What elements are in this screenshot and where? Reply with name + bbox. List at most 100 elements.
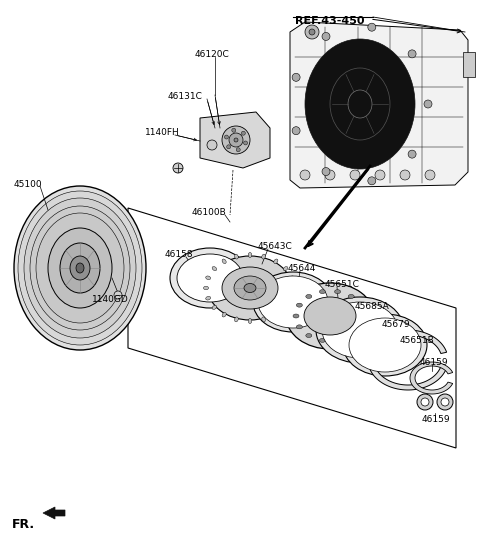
Ellipse shape: [48, 228, 112, 308]
Ellipse shape: [70, 256, 90, 280]
Ellipse shape: [222, 267, 278, 309]
Ellipse shape: [289, 276, 294, 280]
Polygon shape: [410, 362, 453, 394]
Circle shape: [243, 141, 248, 145]
Text: 46159: 46159: [422, 415, 451, 424]
Ellipse shape: [248, 253, 252, 258]
Ellipse shape: [335, 338, 341, 342]
Circle shape: [207, 140, 217, 150]
Ellipse shape: [348, 294, 354, 299]
Ellipse shape: [177, 254, 243, 302]
Text: REF.43-450: REF.43-450: [295, 16, 364, 26]
Circle shape: [292, 127, 300, 135]
Circle shape: [229, 133, 243, 147]
Ellipse shape: [293, 314, 299, 318]
Text: 46131C: 46131C: [168, 92, 203, 101]
Text: 46100B: 46100B: [192, 208, 227, 217]
Circle shape: [241, 131, 245, 135]
Text: 1140GD: 1140GD: [92, 295, 129, 304]
Circle shape: [425, 170, 435, 180]
Ellipse shape: [222, 259, 226, 264]
Ellipse shape: [18, 191, 142, 345]
Ellipse shape: [296, 325, 302, 329]
Ellipse shape: [322, 302, 398, 358]
Text: 45100: 45100: [14, 180, 43, 189]
Polygon shape: [128, 208, 456, 448]
Ellipse shape: [274, 259, 278, 264]
Ellipse shape: [212, 267, 216, 270]
Text: 45685A: 45685A: [355, 302, 390, 311]
Text: FR.: FR.: [12, 518, 35, 531]
Circle shape: [114, 291, 122, 299]
Circle shape: [350, 170, 360, 180]
Ellipse shape: [289, 296, 294, 300]
Ellipse shape: [283, 305, 288, 310]
Ellipse shape: [306, 333, 312, 337]
Ellipse shape: [286, 283, 374, 349]
Circle shape: [417, 394, 433, 410]
Ellipse shape: [222, 312, 226, 317]
Circle shape: [408, 50, 416, 58]
Ellipse shape: [14, 186, 146, 350]
Text: 46158: 46158: [165, 250, 193, 259]
Circle shape: [368, 23, 376, 31]
Ellipse shape: [30, 206, 130, 330]
Polygon shape: [463, 52, 475, 77]
Circle shape: [441, 398, 449, 406]
Ellipse shape: [258, 276, 328, 328]
Ellipse shape: [349, 318, 421, 372]
Ellipse shape: [305, 39, 415, 169]
Ellipse shape: [235, 317, 238, 322]
Ellipse shape: [235, 254, 238, 259]
Circle shape: [322, 168, 330, 175]
Text: 46159: 46159: [420, 358, 449, 367]
Ellipse shape: [206, 276, 211, 280]
Circle shape: [322, 33, 330, 40]
Ellipse shape: [361, 314, 367, 318]
Ellipse shape: [348, 333, 354, 337]
Ellipse shape: [24, 198, 136, 338]
Circle shape: [375, 170, 385, 180]
Ellipse shape: [335, 290, 341, 294]
Text: 45651B: 45651B: [400, 336, 435, 345]
Polygon shape: [368, 330, 446, 390]
Ellipse shape: [204, 286, 208, 290]
Ellipse shape: [253, 272, 333, 332]
Circle shape: [232, 128, 236, 132]
Circle shape: [236, 148, 240, 152]
Ellipse shape: [206, 296, 211, 300]
Ellipse shape: [358, 325, 364, 329]
Text: 45643C: 45643C: [258, 242, 293, 251]
Ellipse shape: [248, 319, 252, 324]
Ellipse shape: [304, 297, 356, 335]
Ellipse shape: [234, 276, 266, 300]
Ellipse shape: [262, 254, 265, 259]
Polygon shape: [43, 507, 65, 519]
Ellipse shape: [283, 267, 288, 270]
Circle shape: [305, 25, 319, 39]
Ellipse shape: [291, 286, 297, 290]
Circle shape: [424, 100, 432, 108]
Circle shape: [400, 170, 410, 180]
Polygon shape: [290, 22, 468, 188]
Circle shape: [300, 170, 310, 180]
Ellipse shape: [358, 303, 364, 307]
Circle shape: [222, 126, 250, 154]
Ellipse shape: [306, 294, 312, 299]
Ellipse shape: [36, 213, 124, 323]
Ellipse shape: [319, 338, 325, 342]
Circle shape: [173, 163, 183, 173]
Circle shape: [408, 150, 416, 158]
Ellipse shape: [60, 243, 100, 293]
Circle shape: [292, 74, 300, 81]
Circle shape: [227, 145, 231, 149]
Ellipse shape: [170, 248, 250, 308]
Ellipse shape: [319, 290, 325, 294]
Circle shape: [325, 170, 335, 180]
Circle shape: [437, 394, 453, 410]
Text: 46120C: 46120C: [195, 50, 230, 59]
Ellipse shape: [244, 284, 256, 293]
Text: 45644: 45644: [288, 264, 316, 273]
Circle shape: [225, 135, 228, 139]
Ellipse shape: [296, 303, 302, 307]
